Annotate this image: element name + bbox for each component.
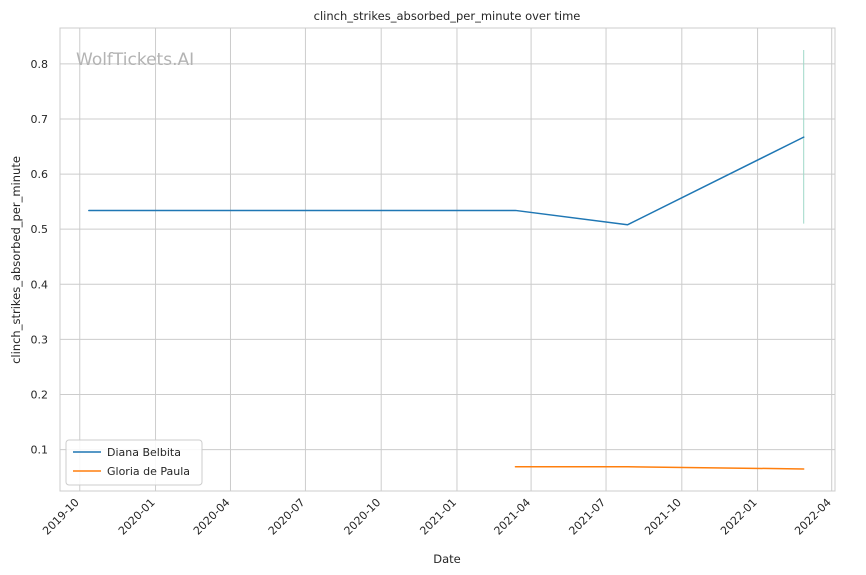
watermark-text: WolfTickets.AI	[76, 50, 194, 70]
series-line-diana-belbita	[88, 136, 805, 226]
y-tick-label-7: 0.8	[31, 58, 49, 71]
plot-frame	[59, 27, 836, 492]
chart-title: clinch_strikes_absorbed_per_minute over …	[314, 9, 581, 23]
y-tick-label-6: 0.7	[31, 113, 49, 126]
y-tick-label-1: 0.2	[31, 389, 49, 402]
x-axis-label: Date	[433, 552, 461, 566]
y-tick-label-4: 0.5	[31, 223, 49, 236]
y-axis-label: clinch_strikes_absorbed_per_minute	[9, 156, 23, 364]
y-tick-label-2: 0.3	[31, 333, 49, 346]
y-tick-label-0: 0.1	[31, 444, 49, 457]
legend-label-diana-belbita: Diana Belbita	[107, 446, 181, 459]
legend: Diana Belbita Gloria de Paula	[65, 439, 203, 486]
y-tick-label-5: 0.6	[31, 168, 49, 181]
y-tick-labels: 0.1 0.2 0.3 0.4 0.5 0.6 0.7 0.8	[31, 58, 49, 457]
series-lines	[88, 136, 805, 470]
legend-label-gloria-de-paula: Gloria de Paula	[107, 465, 190, 478]
y-tick-label-3: 0.4	[31, 278, 49, 291]
series-line-gloria-de-paula	[514, 466, 805, 470]
